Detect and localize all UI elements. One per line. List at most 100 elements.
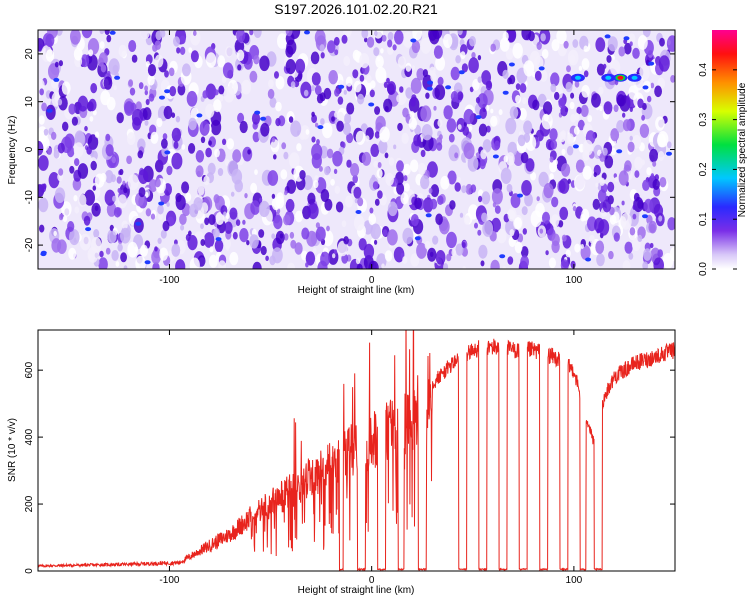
- heatmap-cell: [188, 47, 193, 53]
- heatmap-cell: [160, 229, 167, 239]
- heatmap-cell: [251, 112, 261, 125]
- heatmap-cell: [401, 132, 409, 144]
- heatmap-cell: [561, 148, 566, 156]
- heatmap-cell: [554, 91, 560, 101]
- heatmap-cell: [116, 176, 122, 184]
- heatmap-cell: [427, 247, 437, 262]
- heatmap-cell: [302, 175, 313, 191]
- heatmap-cell: [311, 72, 321, 86]
- heatmap-cell: [412, 65, 416, 71]
- heatmap-cell: [416, 242, 427, 259]
- heatmap-cell: [242, 146, 253, 162]
- heatmap-spot: [355, 210, 362, 214]
- colorbar-ticks: 0.0 0.1 0.2 0.3 0.4: [698, 62, 737, 276]
- heatmap-cell: [250, 200, 261, 215]
- heatmap-cell: [357, 197, 364, 207]
- heatmap-cell: [328, 70, 339, 85]
- heatmap-cell: [79, 233, 91, 251]
- heatmap-cell: [399, 86, 404, 93]
- heatmap-cell: [382, 229, 388, 237]
- heatmap-cell: [38, 155, 49, 171]
- heatmap-spot: [164, 89, 171, 94]
- heatmap-cell: [393, 246, 405, 263]
- heatmap-cell: [558, 97, 566, 109]
- heatmap-cell: [236, 30, 246, 43]
- heatmap-cell: [179, 213, 187, 225]
- heatmap-cell: [454, 152, 459, 159]
- heatmap-cell: [597, 189, 607, 203]
- heatmap-cell: [287, 262, 296, 269]
- heatmap-cell: [199, 120, 210, 136]
- colorbar-tick-label: 0.2: [698, 162, 709, 176]
- heatmap-cell: [111, 156, 117, 164]
- colorbar-tick-label: 0.4: [698, 62, 709, 76]
- heatmap-cell: [129, 87, 136, 96]
- heatmap-cell: [260, 122, 270, 137]
- heatmap-cell: [290, 81, 296, 89]
- heatmap-cell: [403, 163, 411, 176]
- x-tick-label: 100: [566, 275, 583, 286]
- heatmap-cell: [145, 60, 150, 68]
- heatmap-cell: [105, 247, 111, 255]
- heatmap-cell: [74, 206, 80, 214]
- heatmap-cell: [71, 116, 78, 126]
- heatmap-cell: [457, 176, 461, 183]
- heatmap-cell: [84, 189, 95, 206]
- heatmap-cell: [365, 135, 370, 142]
- heatmap-cell: [437, 76, 444, 86]
- heatmap-cell: [169, 86, 177, 97]
- heatmap-cell: [61, 201, 72, 217]
- heatmap-cell: [402, 256, 408, 264]
- heatmap-cell: [580, 244, 584, 249]
- heatmap-cell: [528, 30, 535, 42]
- heatmap-cell: [384, 152, 389, 159]
- heatmap-cell: [393, 144, 397, 150]
- heatmap-cell: [538, 171, 549, 187]
- heatmap-cell: [435, 250, 446, 265]
- heatmap-cell: [405, 62, 412, 72]
- heatmap-cell: [284, 190, 288, 196]
- heatmap-cell: [643, 248, 652, 261]
- heatmap-cell: [455, 243, 464, 256]
- heatmap-cell: [472, 79, 480, 91]
- heatmap-cell: [355, 257, 361, 265]
- heatmap-cell: [193, 30, 197, 36]
- heatmap-cell: [604, 155, 614, 169]
- heatmap-cell: [550, 72, 560, 87]
- heatmap-spot: [317, 125, 324, 130]
- heatmap-cell: [650, 173, 655, 179]
- heatmap-cell: [450, 91, 459, 102]
- heatmap-cell: [366, 74, 372, 84]
- heatmap-cell: [273, 215, 283, 230]
- heatmap-cell: [57, 142, 65, 154]
- heatmap-cell: [449, 200, 456, 210]
- heatmap-spot: [158, 201, 165, 206]
- heatmap-cell: [471, 52, 476, 59]
- heatmap-cell: [628, 252, 634, 260]
- heatmap-cell: [490, 43, 497, 52]
- heatmap-cell: [177, 83, 186, 96]
- heatmap-cell: [205, 147, 212, 158]
- heatmap-spot: [426, 86, 433, 91]
- heatmap-cell: [154, 246, 158, 252]
- heatmap-cell: [206, 52, 217, 68]
- heatmap-cell: [549, 156, 554, 163]
- heatmap-cell: [498, 109, 503, 116]
- y-tick-label: 0: [24, 146, 35, 152]
- heatmap-cell: [175, 259, 186, 269]
- heatmap-cell: [477, 93, 488, 109]
- heatmap-hotspot: [613, 73, 628, 82]
- heatmap-cell: [103, 76, 113, 90]
- heatmap-cell: [652, 179, 660, 190]
- heatmap-cell: [39, 88, 44, 96]
- heatmap-spot: [164, 150, 171, 155]
- heatmap-cell: [379, 126, 390, 143]
- heatmap-cell: [312, 247, 317, 254]
- heatmap-cell: [667, 141, 672, 149]
- y-tick-label: 10: [24, 96, 35, 108]
- heatmap-cell: [627, 141, 635, 153]
- heatmap-cell: [578, 65, 583, 71]
- heatmap-cell: [433, 105, 437, 111]
- heatmap-cell: [112, 195, 117, 202]
- heatmap-spot: [427, 80, 433, 85]
